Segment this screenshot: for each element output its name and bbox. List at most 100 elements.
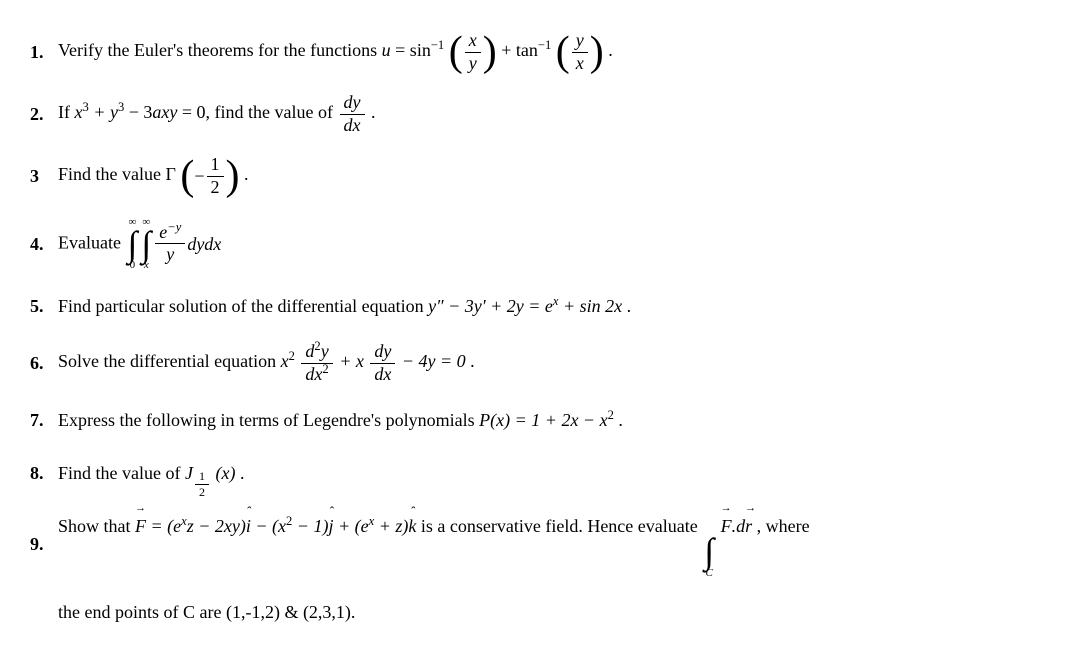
bessel-subscript: 1 2 — [193, 465, 211, 499]
question-6: 6. Solve the differential equation x2 d2… — [30, 341, 1050, 385]
question-3: 3 Find the value Γ ( − 1 2 ) . — [30, 154, 1050, 198]
question-1: 1. Verify the Euler's theorems for the f… — [30, 30, 1050, 74]
question-number: 3 — [30, 159, 58, 193]
fraction: d2y dx2 — [301, 341, 332, 385]
question-text: Verify the Euler's theorems for the func… — [58, 30, 613, 74]
axy: axy — [152, 102, 177, 122]
text: Evaluate — [58, 232, 125, 252]
fraction: 1 2 — [195, 469, 209, 499]
question-5: 5. Find particular solution of the diffe… — [30, 289, 1050, 323]
question-text: Express the following in terms of Legend… — [58, 403, 623, 437]
plus: + tan — [501, 40, 538, 60]
question-number: 9. — [30, 527, 58, 561]
text: . — [627, 296, 632, 316]
exp: 2 — [608, 408, 614, 422]
question-number: 4. — [30, 227, 58, 261]
gamma: Γ — [165, 165, 175, 185]
question-8: 8. Find the value of J 1 2 (x) . — [30, 456, 1050, 492]
question-4: 4. Evaluate ∞ ∫ 0 ∞ ∫ x e−y y dydx — [30, 217, 1050, 271]
minus: − 3 — [129, 102, 153, 122]
integral: ∞ ∫ 0 — [127, 217, 137, 271]
text: Find the value — [58, 165, 165, 185]
k-hat: k — [408, 509, 416, 543]
question-text: Show that F = (exz − 2xy)i − (x2 − 1)j +… — [58, 509, 810, 578]
tail: − 4y = 0 — [402, 351, 466, 371]
text: is a conservative field. Hence evaluate — [421, 516, 702, 536]
exp: 3 — [118, 100, 124, 114]
text: Verify the Euler's theorems for the func… — [58, 40, 382, 60]
tail: + sin 2x — [563, 296, 622, 316]
exp: x — [553, 294, 559, 308]
fraction: x y — [465, 30, 481, 74]
dydx: dydx — [187, 227, 221, 261]
u: u — [382, 40, 391, 60]
question-number: 2. — [30, 97, 58, 131]
paren: ( − 1 2 ) — [180, 154, 239, 198]
exp: −1 — [431, 38, 444, 52]
x: x — [281, 351, 289, 371]
plus: + x — [339, 351, 364, 371]
vec-r: r — [745, 509, 752, 543]
paren: ( y x ) — [556, 30, 604, 74]
eq: = 0, — [182, 102, 210, 122]
text: find the value of — [215, 102, 338, 122]
text: + z) — [374, 516, 408, 536]
question-number: 7. — [30, 403, 58, 437]
text: . — [618, 410, 623, 430]
text: . — [240, 463, 245, 483]
question-text: Evaluate ∞ ∫ 0 ∞ ∫ x e−y y dydx — [58, 217, 221, 271]
question-text: Solve the differential equation x2 d2y d… — [58, 341, 475, 385]
minus: − — [194, 159, 204, 193]
arg: (x) — [215, 463, 235, 483]
fraction: dy dx — [340, 92, 365, 136]
fraction: 1 2 — [207, 154, 224, 198]
exp: 3 — [83, 100, 89, 114]
fraction: dy dx — [370, 341, 395, 385]
j-hat: j — [328, 509, 333, 543]
text: Express the following in terms of Legend… — [58, 410, 479, 430]
double-integral: ∞ ∫ 0 ∞ ∫ x e−y y dydx — [125, 217, 221, 271]
text: , where — [757, 516, 810, 536]
eq: P(x) = 1 + 2x − x — [479, 410, 607, 430]
J: J — [185, 463, 193, 483]
text: z − 2xy) — [187, 516, 246, 536]
i-hat: i — [246, 509, 251, 543]
question-text: Find the value of J 1 2 (x) . — [58, 456, 244, 492]
text: . — [470, 351, 475, 371]
vec-F: F — [721, 509, 732, 543]
question-text: If x3 + y3 − 3axy = 0, find the value of… — [58, 92, 376, 136]
question-text: Find the value Γ ( − 1 2 ) . — [58, 154, 249, 198]
equals: = sin — [395, 40, 431, 60]
exp: −1 — [538, 38, 551, 52]
text: . — [608, 40, 613, 60]
question-number: 8. — [30, 456, 58, 490]
y: + y — [93, 102, 118, 122]
paren: ( x y ) — [449, 30, 497, 74]
fraction: e−y y — [155, 222, 185, 266]
eq: = (e — [151, 516, 182, 536]
integral: ∫ C — [704, 524, 714, 578]
text: . — [244, 165, 249, 185]
fraction: y x — [572, 30, 588, 74]
x: x — [75, 102, 83, 122]
question-2: 2. If x3 + y3 − 3axy = 0, find the value… — [30, 92, 1050, 136]
question-9: 9. Show that F = (exz − 2xy)i − (x2 − 1)… — [30, 509, 1050, 578]
eq: y″ − 3y′ + 2y = e — [428, 296, 553, 316]
question-number: 5. — [30, 289, 58, 323]
question-9-line2: the end points of C are (1,-1,2) & (2,3,… — [58, 597, 1050, 628]
question-number: 6. — [30, 346, 58, 380]
text: If — [58, 102, 75, 122]
question-7: 7. Express the following in terms of Leg… — [30, 403, 1050, 437]
question-number: 1. — [30, 35, 58, 69]
text: + (e — [338, 516, 369, 536]
text: − 1) — [292, 516, 328, 536]
vec-F: F — [135, 509, 146, 543]
text: . — [371, 102, 376, 122]
text: Find the value of — [58, 463, 185, 483]
text: Find particular solution of the differen… — [58, 296, 428, 316]
text: Show that — [58, 516, 135, 536]
text: Solve the differential equation — [58, 351, 281, 371]
integral: ∞ ∫ x — [141, 217, 151, 271]
exp: 2 — [289, 349, 295, 363]
text: − (x — [255, 516, 286, 536]
